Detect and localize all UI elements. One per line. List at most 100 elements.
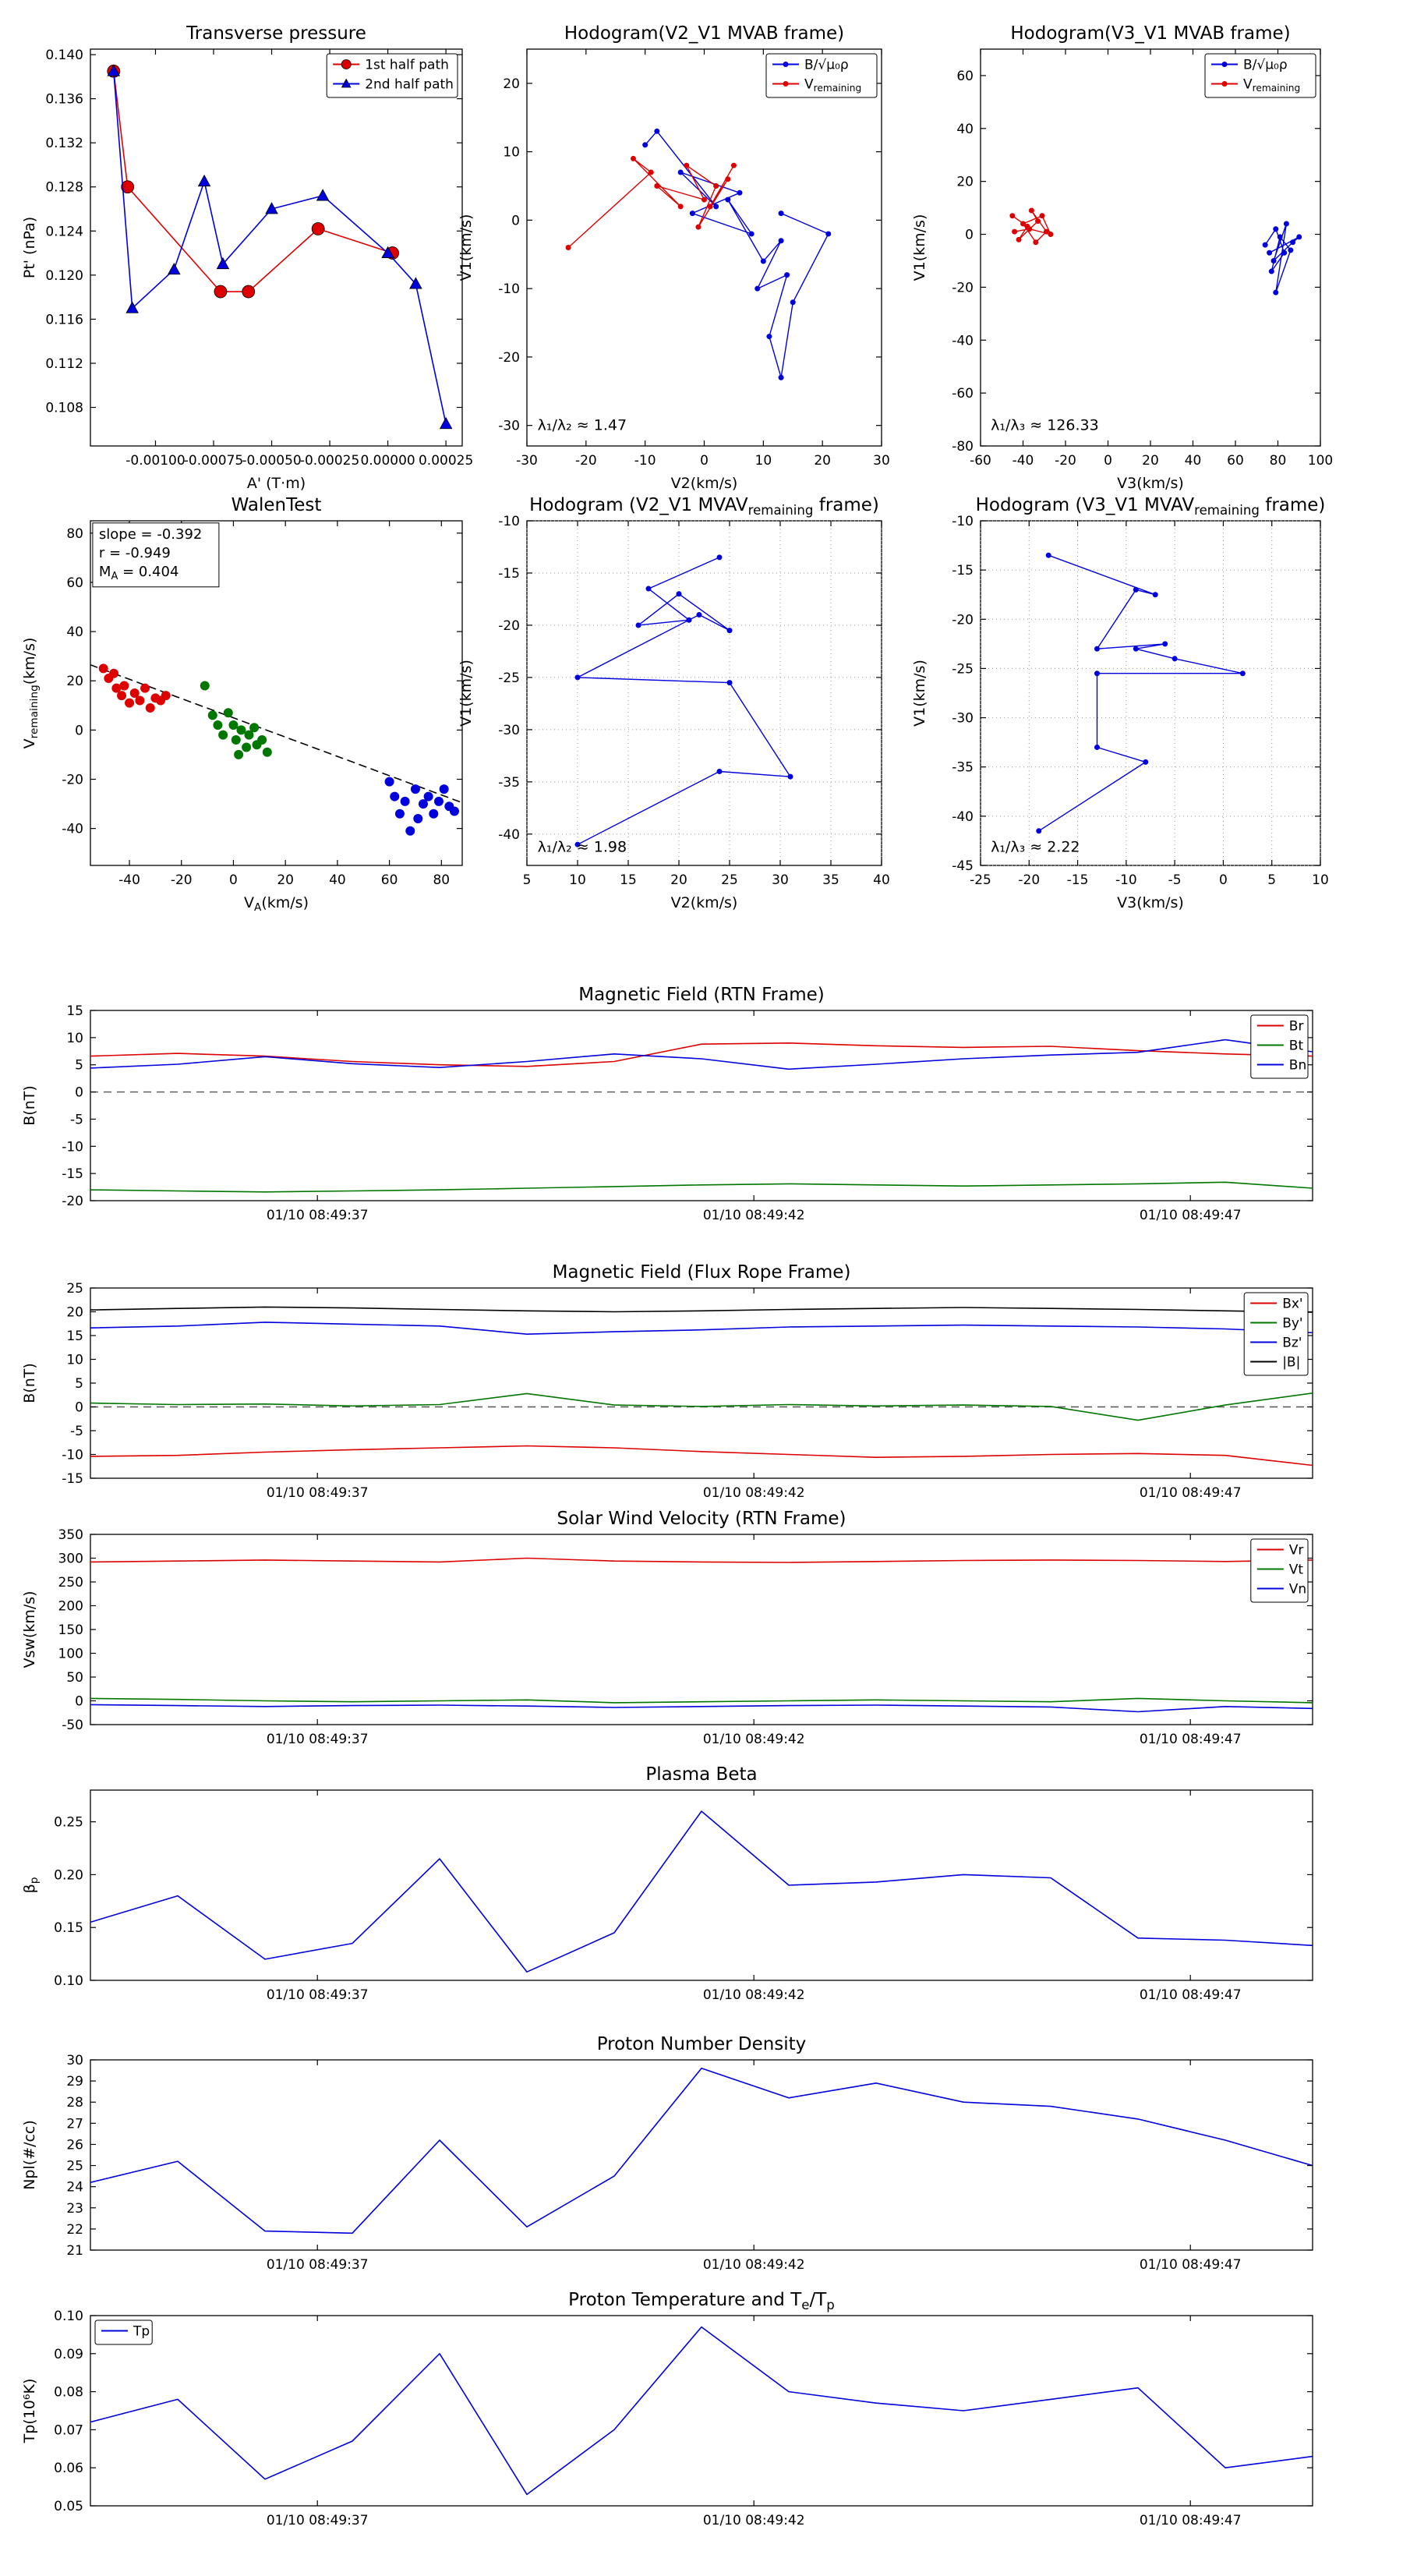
y-tick-label: 0.116 [45,312,83,327]
y-axis-label: Vremaining(km/s) [21,638,41,749]
x-tick-label: 15 [620,872,637,888]
y-axis-label: Npl(#/cc) [21,2120,38,2190]
x-tick-label: 01/10 08:49:37 [267,1732,369,1747]
x-tick-label: -40 [118,872,140,888]
series-line [90,1322,1313,1335]
x-tick-label: 20 [277,872,294,888]
y-tick-label: 0.09 [54,2347,83,2362]
plot-area [107,64,453,430]
y-tick-label: -20 [62,773,83,788]
data-marker [713,183,719,189]
y-axis-label: B(nT) [21,1085,38,1126]
data-marker [696,612,702,618]
plot-area [1009,207,1302,295]
y-tick-label: 250 [58,1575,83,1591]
panel-proton-density: 01/10 08:49:37 01/10 08:49:42 01/10 08:49:… [21,2034,1313,2273]
data-marker [439,784,449,794]
x-tick-label: 40 [1185,453,1202,469]
legend: 1st half path 2nd half path [326,53,458,98]
data-marker [1133,586,1139,593]
data-marker [1239,671,1246,677]
data-marker [1094,646,1100,652]
data-marker [234,749,244,759]
data-marker [783,81,789,87]
data-marker [405,826,415,836]
data-marker [676,591,682,597]
y-ticks: 0.10 0.15 0.20 0.25 [54,1815,1313,1989]
data-marker [1277,234,1283,240]
data-marker [129,688,140,698]
x-ticks: -0.00100-0.00075-0.00050-0.00025 0.00000 0… [125,49,473,469]
series-fit [90,663,462,804]
legend-label: Vn [1289,1582,1306,1598]
data-marker [1133,646,1139,652]
x-ticks: 01/10 08:49:37 01/10 08:49:42 01/10 08:49:… [267,1288,1242,1501]
axes-frame [90,2059,1313,2251]
data-marker [236,725,246,735]
data-marker [410,784,420,794]
data-marker [778,374,784,380]
y-tick-label: 0.20 [54,1867,83,1883]
data-marker [242,285,256,299]
y-tick-label: 10 [503,145,520,161]
data-marker [242,742,252,752]
legend-label: Vremaining [1243,77,1300,94]
y-tick-label: 0.132 [45,136,83,151]
x-tick-label: 01/10 08:49:47 [1140,1732,1242,1747]
y-tick-label: 23 [66,2201,83,2217]
y-tick-label: 0.25 [54,1815,83,1831]
y-tick-label: 10 [66,1031,83,1046]
y-tick-label: 0.06 [54,2461,83,2476]
y-tick-label: -30 [498,723,520,738]
annotation-text: λ₁/λ₃ ≈ 126.33 [991,417,1099,434]
legend: Tp [94,2319,153,2345]
y-tick-label: -20 [498,350,520,366]
x-tick-label: -10 [1115,872,1137,888]
y-tick-label: 80 [66,526,83,542]
x-tick-label: 20 [814,453,831,469]
series-v-remaining [1009,207,1054,246]
panel-title: WalenTest [231,495,322,515]
data-marker [648,169,654,175]
data-marker [784,272,790,278]
y-tick-label: 26 [66,2137,83,2153]
y-tick-label: -35 [498,775,520,791]
axes-frame [526,520,882,866]
data-marker [119,681,129,691]
x-tick-label: 20 [670,872,687,888]
panel-transverse-pressure: -0.00100-0.00075-0.00050-0.00025 0.00000 0… [21,23,473,492]
y-tick-label: 200 [58,1599,83,1615]
y-tick-label: 50 [66,1670,83,1686]
legend: Br Bt Bn [1250,1014,1309,1079]
annotation: λ₁/λ₂ ≈ 1.98 [538,838,627,855]
data-marker [409,277,422,289]
y-tick-label: -25 [498,671,520,686]
y-ticks: 0.05 0.06 0.07 0.08 0.09 0.10 [54,2309,1313,2514]
x-tick-label: 01/10 08:49:42 [703,1485,805,1501]
data-marker [1009,213,1016,219]
legend: Bx' By' Bz' |B| [1243,1292,1309,1376]
legend: Vr Vt Vn [1250,1538,1309,1603]
data-marker [778,211,784,217]
data-marker [1036,828,1042,834]
data-marker [783,62,789,67]
data-marker [642,142,648,148]
y-tick-label: -15 [952,563,974,579]
panel-title: Proton Number Density [597,2034,807,2054]
x-tick-label: 01/10 08:49:42 [703,2257,805,2273]
data-marker [716,768,723,774]
data-marker [200,681,210,691]
data-marker [449,806,459,816]
x-tick-label: 80 [1270,453,1287,469]
x-tick-label: 01/10 08:49:47 [1140,1987,1242,2003]
x-tick-label: -0.00025 [300,453,359,469]
y-tick-label: -20 [952,280,974,295]
y-tick-label: 0.10 [54,1973,83,1989]
data-marker [726,628,733,634]
data-marker [228,720,239,731]
panel-title: Solar Wind Velocity (RTN Frame) [557,1509,846,1529]
annotation-line: slope = -0.392 [99,526,202,543]
series-line [90,1306,1313,1313]
y-tick-label: 60 [66,575,83,591]
data-marker [748,231,755,237]
